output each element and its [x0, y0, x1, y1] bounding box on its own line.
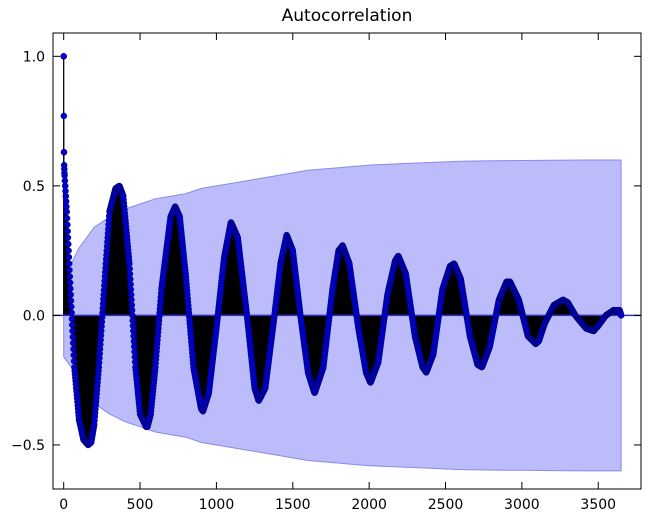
acf-marker [60, 53, 67, 60]
x-tick-label: 3000 [504, 497, 540, 513]
acf-marker [66, 279, 74, 286]
acf-marker [65, 240, 72, 248]
acf-marker [61, 169, 68, 177]
acf-marker [69, 327, 76, 335]
acf-marker [65, 253, 73, 261]
chart-title: Autocorrelation [281, 6, 413, 26]
acf-marker [70, 357, 78, 365]
acf-marker [68, 321, 76, 329]
acf-marker [64, 234, 72, 241]
acf-marker [68, 309, 75, 317]
acf-marker [63, 208, 70, 216]
acf-marker [68, 315, 76, 323]
acf-marker [69, 333, 77, 341]
acf-marker [60, 161, 68, 169]
acf-marker [67, 285, 74, 292]
acf-marker [66, 273, 74, 280]
acf-marker [64, 227, 71, 235]
x-tick-label: 2000 [351, 497, 387, 513]
acf-marker [65, 260, 73, 267]
acf-marker [65, 247, 72, 254]
x-tick-label: 0 [59, 497, 68, 513]
plot-frame [52, 32, 642, 490]
x-tick-label: 500 [127, 497, 154, 513]
acf-marker [60, 148, 68, 156]
x-tick-label: 1500 [275, 497, 311, 513]
acf-marker [67, 291, 74, 298]
acf-marker [617, 312, 625, 319]
acf-marker [68, 303, 75, 311]
acf-marker [70, 345, 77, 353]
y-tick-label: −0.5 [11, 438, 45, 454]
acf-marker [63, 215, 71, 222]
x-tick-label: 3500 [580, 497, 616, 513]
y-tick-label: 0.0 [23, 308, 45, 324]
acf-marker [67, 297, 75, 304]
x-tick-label: 2500 [428, 497, 464, 513]
acf-marker [69, 339, 77, 347]
acf-marker [60, 112, 68, 120]
y-tick-label: 0.5 [23, 179, 45, 195]
acf-marker [64, 221, 71, 228]
x-tick-label: 1000 [199, 497, 235, 513]
acf-marker [70, 351, 78, 359]
acf-marker [66, 266, 73, 274]
y-tick-label: 1.0 [23, 49, 45, 65]
